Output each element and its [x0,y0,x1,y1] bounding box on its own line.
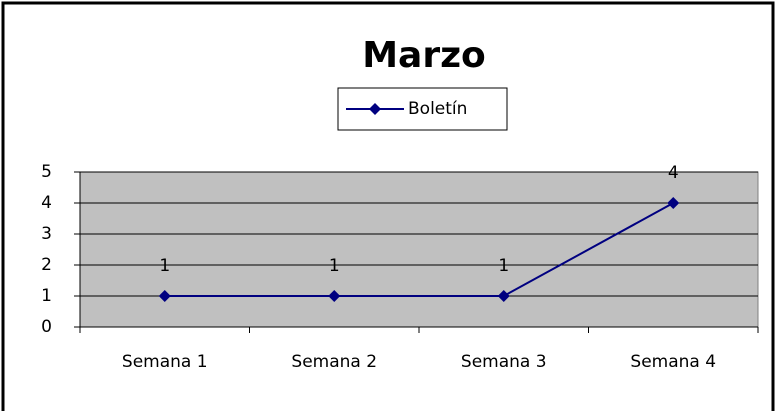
data-point [667,197,680,209]
plot-area [79,171,759,328]
y-tick-label: 5 [41,162,52,182]
x-tick-label: Semana 1 [122,352,208,372]
data-label: 4 [668,163,679,183]
legend-marker [369,103,381,115]
y-tick-label: 4 [41,193,52,213]
series-line [164,202,674,297]
legend-label: Boletín [408,99,467,119]
x-tick-label: Semana 3 [461,352,547,372]
y-tick-label: 2 [41,255,52,275]
x-tick-label: Semana 2 [291,352,377,372]
chart-title: Marzo [362,35,486,76]
data-point [497,290,510,302]
data-point [328,290,341,302]
x-tick-label: Semana 4 [630,352,716,372]
y-tick-label: 0 [41,317,52,337]
data-label: 1 [498,256,509,276]
data-point [158,290,171,302]
data-label: 1 [159,256,170,276]
y-tick-label: 1 [41,286,52,306]
y-tick-label: 3 [41,224,52,244]
data-label: 1 [329,256,340,276]
